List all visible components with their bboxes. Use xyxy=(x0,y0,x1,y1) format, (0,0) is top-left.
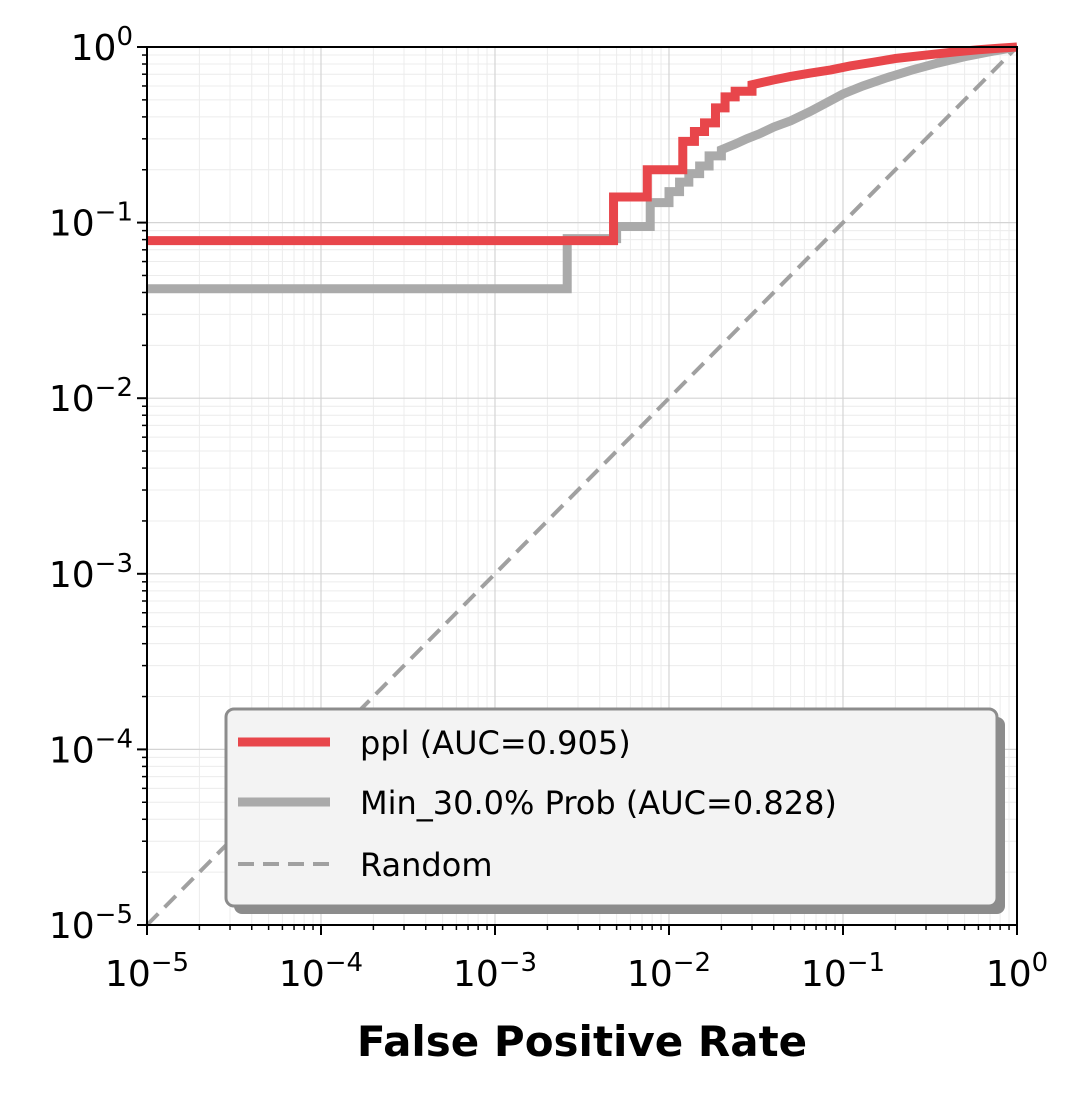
y-tick-label-exponent: −4 xyxy=(95,724,133,754)
x-tick-label: 10−2 xyxy=(627,948,711,995)
y-tick-label: 10−2 xyxy=(49,373,133,420)
x-tick-label-exponent: −3 xyxy=(499,948,537,978)
x-tick-label: 10−4 xyxy=(279,948,363,995)
x-tick-labels: 10−5 10−4 10−3 10−2 10−1 100 xyxy=(105,948,1048,995)
ticks-layer xyxy=(137,46,1018,935)
x-tick-label-base: 10 xyxy=(105,954,151,995)
series-line-1 xyxy=(147,42,1018,294)
legend-label: Min_30.0% Prob (AUC=0.828) xyxy=(360,784,837,822)
y-tick-label: 100 xyxy=(71,22,133,69)
x-tick-label-exponent: −2 xyxy=(673,948,711,978)
y-tick-label-base: 10 xyxy=(71,28,117,69)
y-tick-label: 10−3 xyxy=(49,549,133,596)
x-tick-label: 10−3 xyxy=(453,948,537,995)
y-tick-label-exponent: 0 xyxy=(116,22,133,52)
series-line-0 xyxy=(147,42,1018,246)
y-tick-label-base: 10 xyxy=(49,730,95,771)
y-tick-label: 10−5 xyxy=(49,900,133,947)
x-tick-label: 10−1 xyxy=(801,948,885,995)
legend-box xyxy=(224,707,999,908)
x-axis-label: False Positive Rate xyxy=(357,1017,807,1066)
y-tick-label: 10−1 xyxy=(49,198,133,245)
y-tick-label: 10−4 xyxy=(49,724,133,771)
x-tick-label: 10−5 xyxy=(105,948,189,995)
y-tick-label-exponent: −5 xyxy=(95,900,133,930)
legend-label: Random xyxy=(360,846,492,884)
legend: ppl (AUC=0.905) Min_30.0% Prob (AUC=0.828… xyxy=(224,707,1005,914)
axes-frame xyxy=(146,46,1018,926)
y-tick-label-base: 10 xyxy=(49,379,95,420)
legend-label: ppl (AUC=0.905) xyxy=(360,724,631,762)
y-tick-label-exponent: −3 xyxy=(95,549,133,579)
x-tick-label-base: 10 xyxy=(627,954,673,995)
y-tick-label-base: 10 xyxy=(49,555,95,596)
x-tick-label-exponent: −5 xyxy=(151,948,189,978)
x-tick-label-base: 10 xyxy=(453,954,499,995)
y-tick-label-exponent: −1 xyxy=(95,198,133,228)
y-tick-label-base: 10 xyxy=(49,906,95,947)
x-tick-label-base: 10 xyxy=(801,954,847,995)
x-tick-label-exponent: 0 xyxy=(1032,948,1049,978)
x-tick-label-exponent: −1 xyxy=(847,948,885,978)
y-tick-label-exponent: −2 xyxy=(95,373,133,403)
x-tick-label: 100 xyxy=(986,948,1048,995)
y-tick-label-base: 10 xyxy=(49,204,95,245)
x-tick-label-exponent: −4 xyxy=(325,948,363,978)
x-tick-label-base: 10 xyxy=(279,954,325,995)
x-tick-label-base: 10 xyxy=(986,954,1032,995)
